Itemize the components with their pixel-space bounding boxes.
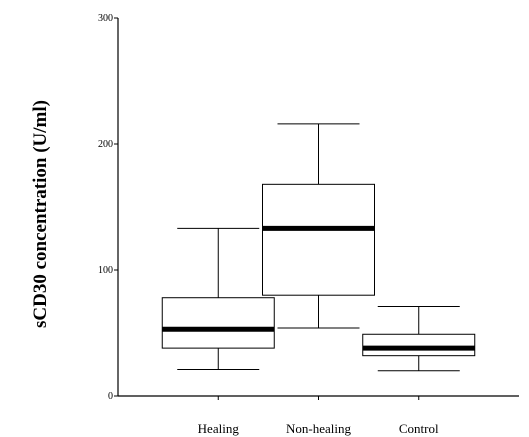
box-healing [161, 227, 275, 371]
y-axis-ticks: 0 100 200 300 [98, 13, 118, 402]
y-axis-title: sCD30 concentration (U/ml) [30, 100, 51, 328]
x-tick-label: Non-healing [286, 421, 351, 436]
x-axis-labels: Healing Non-healing Control [198, 396, 439, 436]
x-tick-label: Healing [198, 421, 240, 436]
y-tick-label: 0 [108, 391, 113, 402]
box-control [362, 306, 476, 372]
x-tick-label: Control [399, 421, 439, 436]
y-tick-label: 300 [98, 13, 113, 24]
boxes [161, 123, 476, 372]
box-iqr [161, 297, 275, 349]
y-tick-label: 100 [98, 265, 113, 276]
box-non-healing [262, 123, 375, 329]
box-iqr [262, 183, 375, 296]
y-tick-label: 200 [98, 139, 113, 150]
box-iqr [362, 333, 476, 357]
